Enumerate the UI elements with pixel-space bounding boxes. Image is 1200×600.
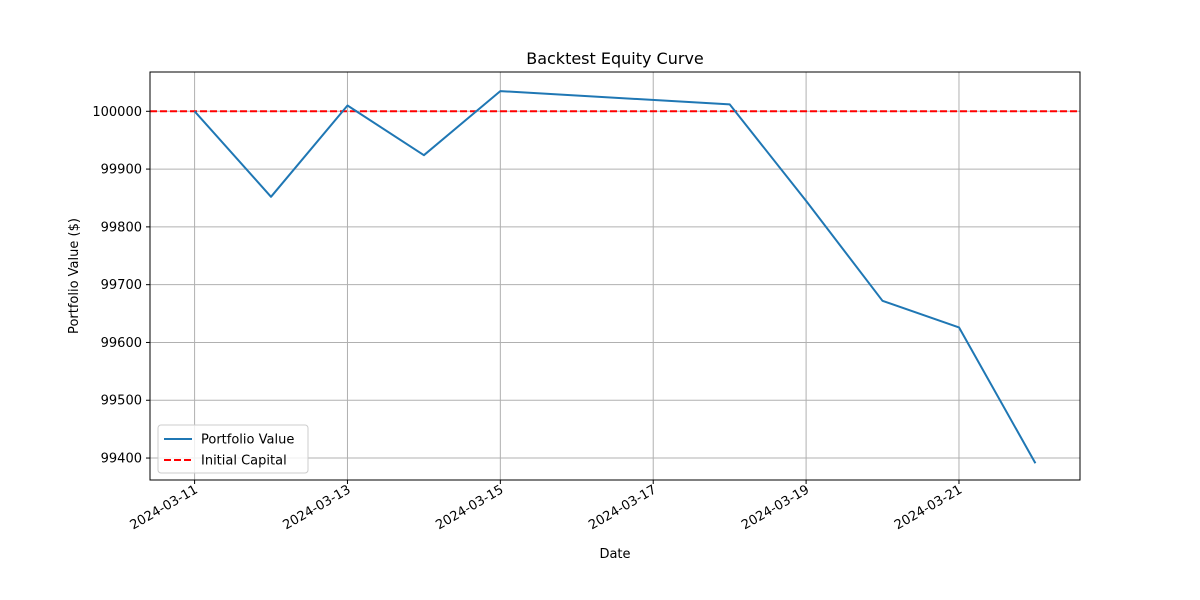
x-tick-label: 2024-03-13 [281, 482, 354, 533]
y-tick-label: 100000 [92, 105, 142, 120]
x-axis-label: Date [599, 547, 630, 562]
x-tick-label: 2024-03-17 [586, 482, 659, 533]
y-tick-label: 99600 [101, 336, 142, 351]
x-tick-label: 2024-03-21 [892, 482, 965, 533]
x-tick-label: 2024-03-19 [739, 482, 812, 533]
y-tick-label: 99500 [101, 394, 142, 409]
legend: Portfolio Value Initial Capital [157, 424, 309, 474]
plot-frame [149, 71, 1081, 481]
y-tick-label: 99800 [101, 220, 142, 235]
chart-title: Backtest Equity Curve [526, 49, 704, 68]
y-axis-label: Portfolio Value ($) [67, 218, 82, 334]
series-lines [193, 90, 1037, 464]
y-axis-ticks: 99400 99500 99600 99700 99800 99900 100000 [92, 105, 150, 467]
x-tick-label: 2024-03-15 [433, 482, 506, 533]
x-axis-ticks: 2024-03-11 2024-03-13 2024-03-15 2024-03-17… [128, 480, 965, 533]
legend-label: Initial Capital [201, 454, 287, 469]
y-tick-label: 99400 [101, 452, 142, 467]
grid [150, 72, 1080, 480]
y-tick-label: 99700 [101, 278, 142, 293]
y-tick-label: 99900 [101, 163, 142, 178]
x-tick-label: 2024-03-11 [128, 482, 201, 533]
portfolio-value-line [193, 90, 1037, 464]
legend-label: Portfolio Value [201, 433, 294, 448]
legend-box [157, 424, 309, 474]
